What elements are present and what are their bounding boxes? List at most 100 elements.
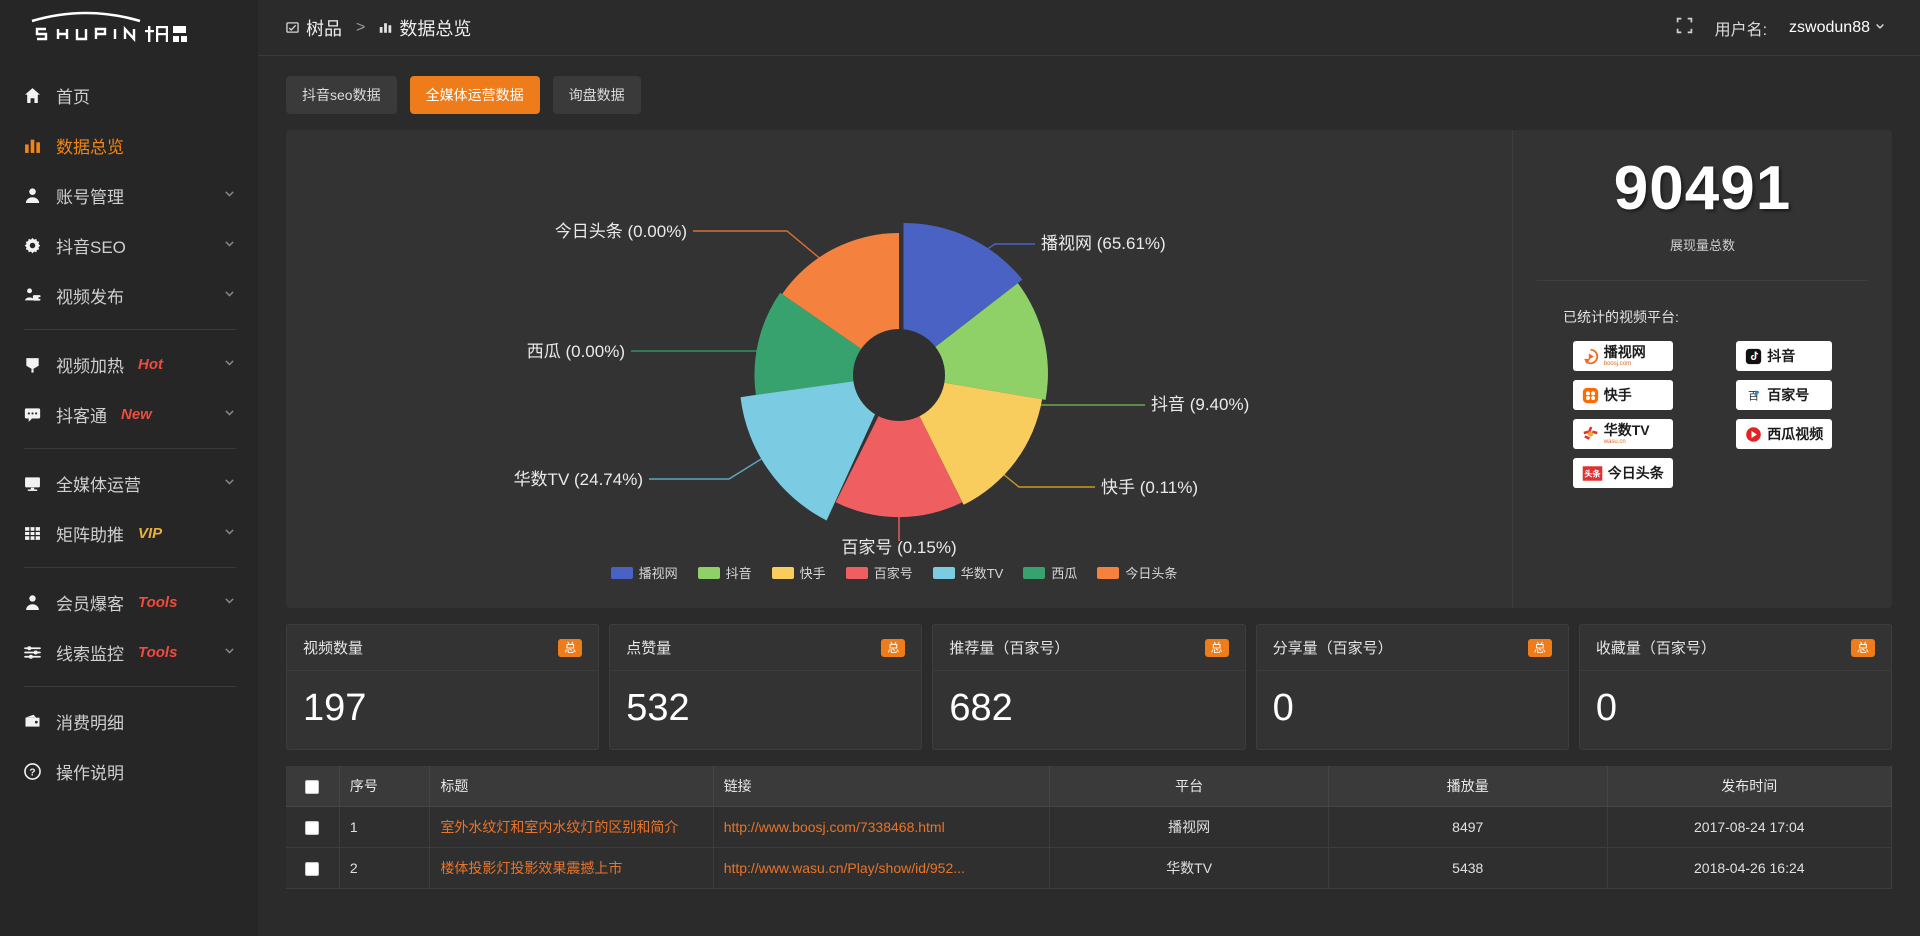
sidebar-item-video-boost[interactable]: 视频加热 Hot <box>0 339 258 389</box>
table-body: 1 室外水纹灯和室内水纹灯的区别和简介 http://www.boosj.com… <box>286 806 1893 889</box>
main-area: 树品 > 数据总览 用户名: zswodun88 抖音seo数据 全媒体 <box>258 0 1920 936</box>
legend-label: 快手 <box>799 566 826 581</box>
video-data-table: 序号 标题 链接 平台 播放量 发布时间 1 室外水纹灯和室内水纹灯的区别和简 <box>286 766 1893 889</box>
legend-item[interactable]: 快手 <box>771 563 826 582</box>
card-total-badge[interactable]: 总 <box>1527 638 1552 657</box>
legend-item[interactable]: 今日头条 <box>1097 563 1177 582</box>
column-header-index[interactable]: 序号 <box>339 766 431 807</box>
platform-badge-xigua[interactable]: 西瓜视频 <box>1736 419 1833 450</box>
cell-title[interactable]: 室外水纹灯和室内水纹灯的区别和简介 <box>429 806 714 848</box>
sidebar-item-consumption-detail[interactable]: 消费明细 <box>0 696 258 746</box>
chevron-down-icon <box>223 185 236 205</box>
sidebar-item-douyin-seo[interactable]: 抖音SEO <box>0 220 258 270</box>
user-name[interactable]: zswodun88 <box>1789 19 1886 37</box>
sidebar-item-member-leads[interactable]: 会员爆客 Tools <box>0 577 258 627</box>
column-header-platform[interactable]: 平台 <box>1049 766 1329 807</box>
sidebar-item-account-management[interactable]: 账号管理 <box>0 170 258 220</box>
column-header-title[interactable]: 标题 <box>429 766 714 807</box>
legend-item[interactable]: 百家号 <box>845 563 913 582</box>
chart-legend: 播视网 抖音 快手 百家号 华数TV 西瓜 今日头条 <box>286 563 1512 582</box>
row-checkbox[interactable] <box>305 861 320 876</box>
slice-boosj[interactable] <box>903 222 1023 369</box>
slice-baijiahao[interactable] <box>835 375 963 518</box>
platform-badge-kuaishou[interactable]: 快手 <box>1572 380 1673 411</box>
sidebar-item-label: 矩阵助推 <box>56 525 124 545</box>
chart-canvas: 播视网 (65.61%) 抖音 (9.40%) 快手 (0.11%) 百家号 (… <box>286 130 1512 608</box>
fullscreen-icon[interactable] <box>1676 17 1693 39</box>
row-select-cell <box>286 806 340 848</box>
platform-badge-label: 播视网 <box>1603 344 1646 361</box>
overview-panel: 播视网 (65.61%) 抖音 (9.40%) 快手 (0.11%) 百家号 (… <box>286 130 1892 608</box>
total-impressions-value: 90491 <box>1613 154 1792 223</box>
sidebar-item-home[interactable]: 首页 <box>0 70 258 120</box>
select-all-checkbox[interactable] <box>305 779 320 794</box>
card-total-badge[interactable]: 总 <box>1851 638 1876 657</box>
stat-card-recommendations: 推荐量（百家号） 总 682 <box>932 624 1246 750</box>
brand-logo[interactable] <box>0 0 258 56</box>
legend-item[interactable]: 播视网 <box>610 563 678 582</box>
slice-wasu[interactable] <box>740 374 893 521</box>
card-title: 视频数量 <box>303 640 364 657</box>
table-row[interactable]: 1 室外水纹灯和室内水纹灯的区别和简介 http://www.boosj.com… <box>286 806 1893 848</box>
card-total-badge[interactable]: 总 <box>1204 638 1229 657</box>
breadcrumb-root-label: 树品 <box>306 18 342 39</box>
breadcrumb-root[interactable]: 树品 <box>286 15 342 41</box>
slice-kuaishou[interactable] <box>899 375 1043 505</box>
badge-text-stack: 今日头条 <box>1608 466 1664 480</box>
chevron-down-icon <box>223 285 236 305</box>
rocket-icon <box>24 356 50 373</box>
gear-icon <box>24 237 50 254</box>
cell-platform: 华数TV <box>1049 847 1329 889</box>
cell-link[interactable]: http://www.boosj.com/7338468.html <box>713 806 1051 848</box>
sidebar-item-tag: New <box>121 405 152 423</box>
summary-column: 90491 展现量总数 已统计的视频平台: <box>1512 130 1892 608</box>
cell-link[interactable]: http://www.wasu.cn/Play/show/id/952... <box>713 847 1051 889</box>
sidebar-item-douketong[interactable]: 抖客通 New <box>0 389 258 439</box>
grid-icon <box>24 525 50 542</box>
platform-badge-wasu[interactable]: 华数TV wasu.cn <box>1572 419 1673 450</box>
badge-text-stack: 华数TV wasu.cn <box>1604 423 1650 445</box>
sidebar-item-video-publish[interactable]: 视频发布 <box>0 270 258 320</box>
legend-item[interactable]: 西瓜 <box>1023 563 1077 582</box>
cell-title[interactable]: 楼体投影灯投影效果震撼上市 <box>429 847 714 889</box>
column-header-plays[interactable]: 播放量 <box>1328 766 1608 807</box>
platform-badges-right: 抖音 百 百家号 <box>1736 341 1833 488</box>
table-row[interactable]: 2 楼体投影灯投影效果震撼上市 http://www.wasu.cn/Play/… <box>286 847 1893 889</box>
table-header-row: 序号 标题 链接 平台 播放量 发布时间 <box>286 766 1893 807</box>
legend-item[interactable]: 华数TV <box>932 563 1003 582</box>
sidebar-item-instructions[interactable]: ? 操作说明 <box>0 746 258 796</box>
card-total-badge[interactable]: 总 <box>881 638 906 657</box>
card-title: 收藏量（百家号） <box>1595 640 1716 657</box>
platform-badge-label: 西瓜视频 <box>1767 426 1824 443</box>
platform-badge-baijiahao[interactable]: 百 百家号 <box>1736 380 1833 411</box>
sidebar-item-label: 数据总览 <box>56 137 124 157</box>
data-tabs: 抖音seo数据 全媒体运营数据 询盘数据 <box>286 76 1892 114</box>
row-checkbox[interactable] <box>305 820 320 835</box>
legend-item[interactable]: 抖音 <box>697 563 752 582</box>
column-header-link[interactable]: 链接 <box>713 766 1051 807</box>
topbar-right: 用户名: zswodun88 <box>1676 16 1886 40</box>
member-icon <box>24 594 50 611</box>
card-total-badge[interactable]: 总 <box>558 638 583 657</box>
tab-douyin-seo[interactable]: 抖音seo数据 <box>286 76 397 114</box>
sidebar-divider <box>24 686 236 687</box>
svg-text:?: ? <box>29 767 35 778</box>
sidebar-item-matrix-boost[interactable]: 矩阵助推 VIP <box>0 508 258 558</box>
row-select-cell <box>286 847 340 889</box>
column-header-publish-time[interactable]: 发布时间 <box>1607 766 1893 807</box>
tab-inquiry-data[interactable]: 询盘数据 <box>552 76 641 114</box>
legend-swatch <box>1097 566 1120 579</box>
platform-badge-boosj[interactable]: 播视网 boosj.com <box>1572 341 1673 372</box>
platform-badge-douyin[interactable]: 抖音 <box>1736 341 1833 372</box>
sidebar-item-lead-monitor[interactable]: 线索监控 Tools <box>0 627 258 677</box>
stat-card-likes: 点赞量 总 532 <box>609 624 923 750</box>
callout-xigua: 西瓜 (0.00%) <box>527 342 625 361</box>
sidebar-item-data-overview[interactable]: 数据总览 <box>0 120 258 170</box>
chat-icon <box>24 406 50 423</box>
user-name-text: zswodun88 <box>1789 18 1870 36</box>
breadcrumb-current-label: 数据总览 <box>399 18 472 39</box>
tab-omni-media-ops[interactable]: 全媒体运营数据 <box>409 76 540 114</box>
platform-badge-toutiao[interactable]: 头条 今日头条 <box>1572 458 1673 489</box>
video-table: 序号 标题 链接 平台 播放量 发布时间 1 室外水纹灯和室内水纹灯的区别和简 <box>286 766 1893 889</box>
sidebar-item-omni-media[interactable]: 全媒体运营 <box>0 458 258 508</box>
